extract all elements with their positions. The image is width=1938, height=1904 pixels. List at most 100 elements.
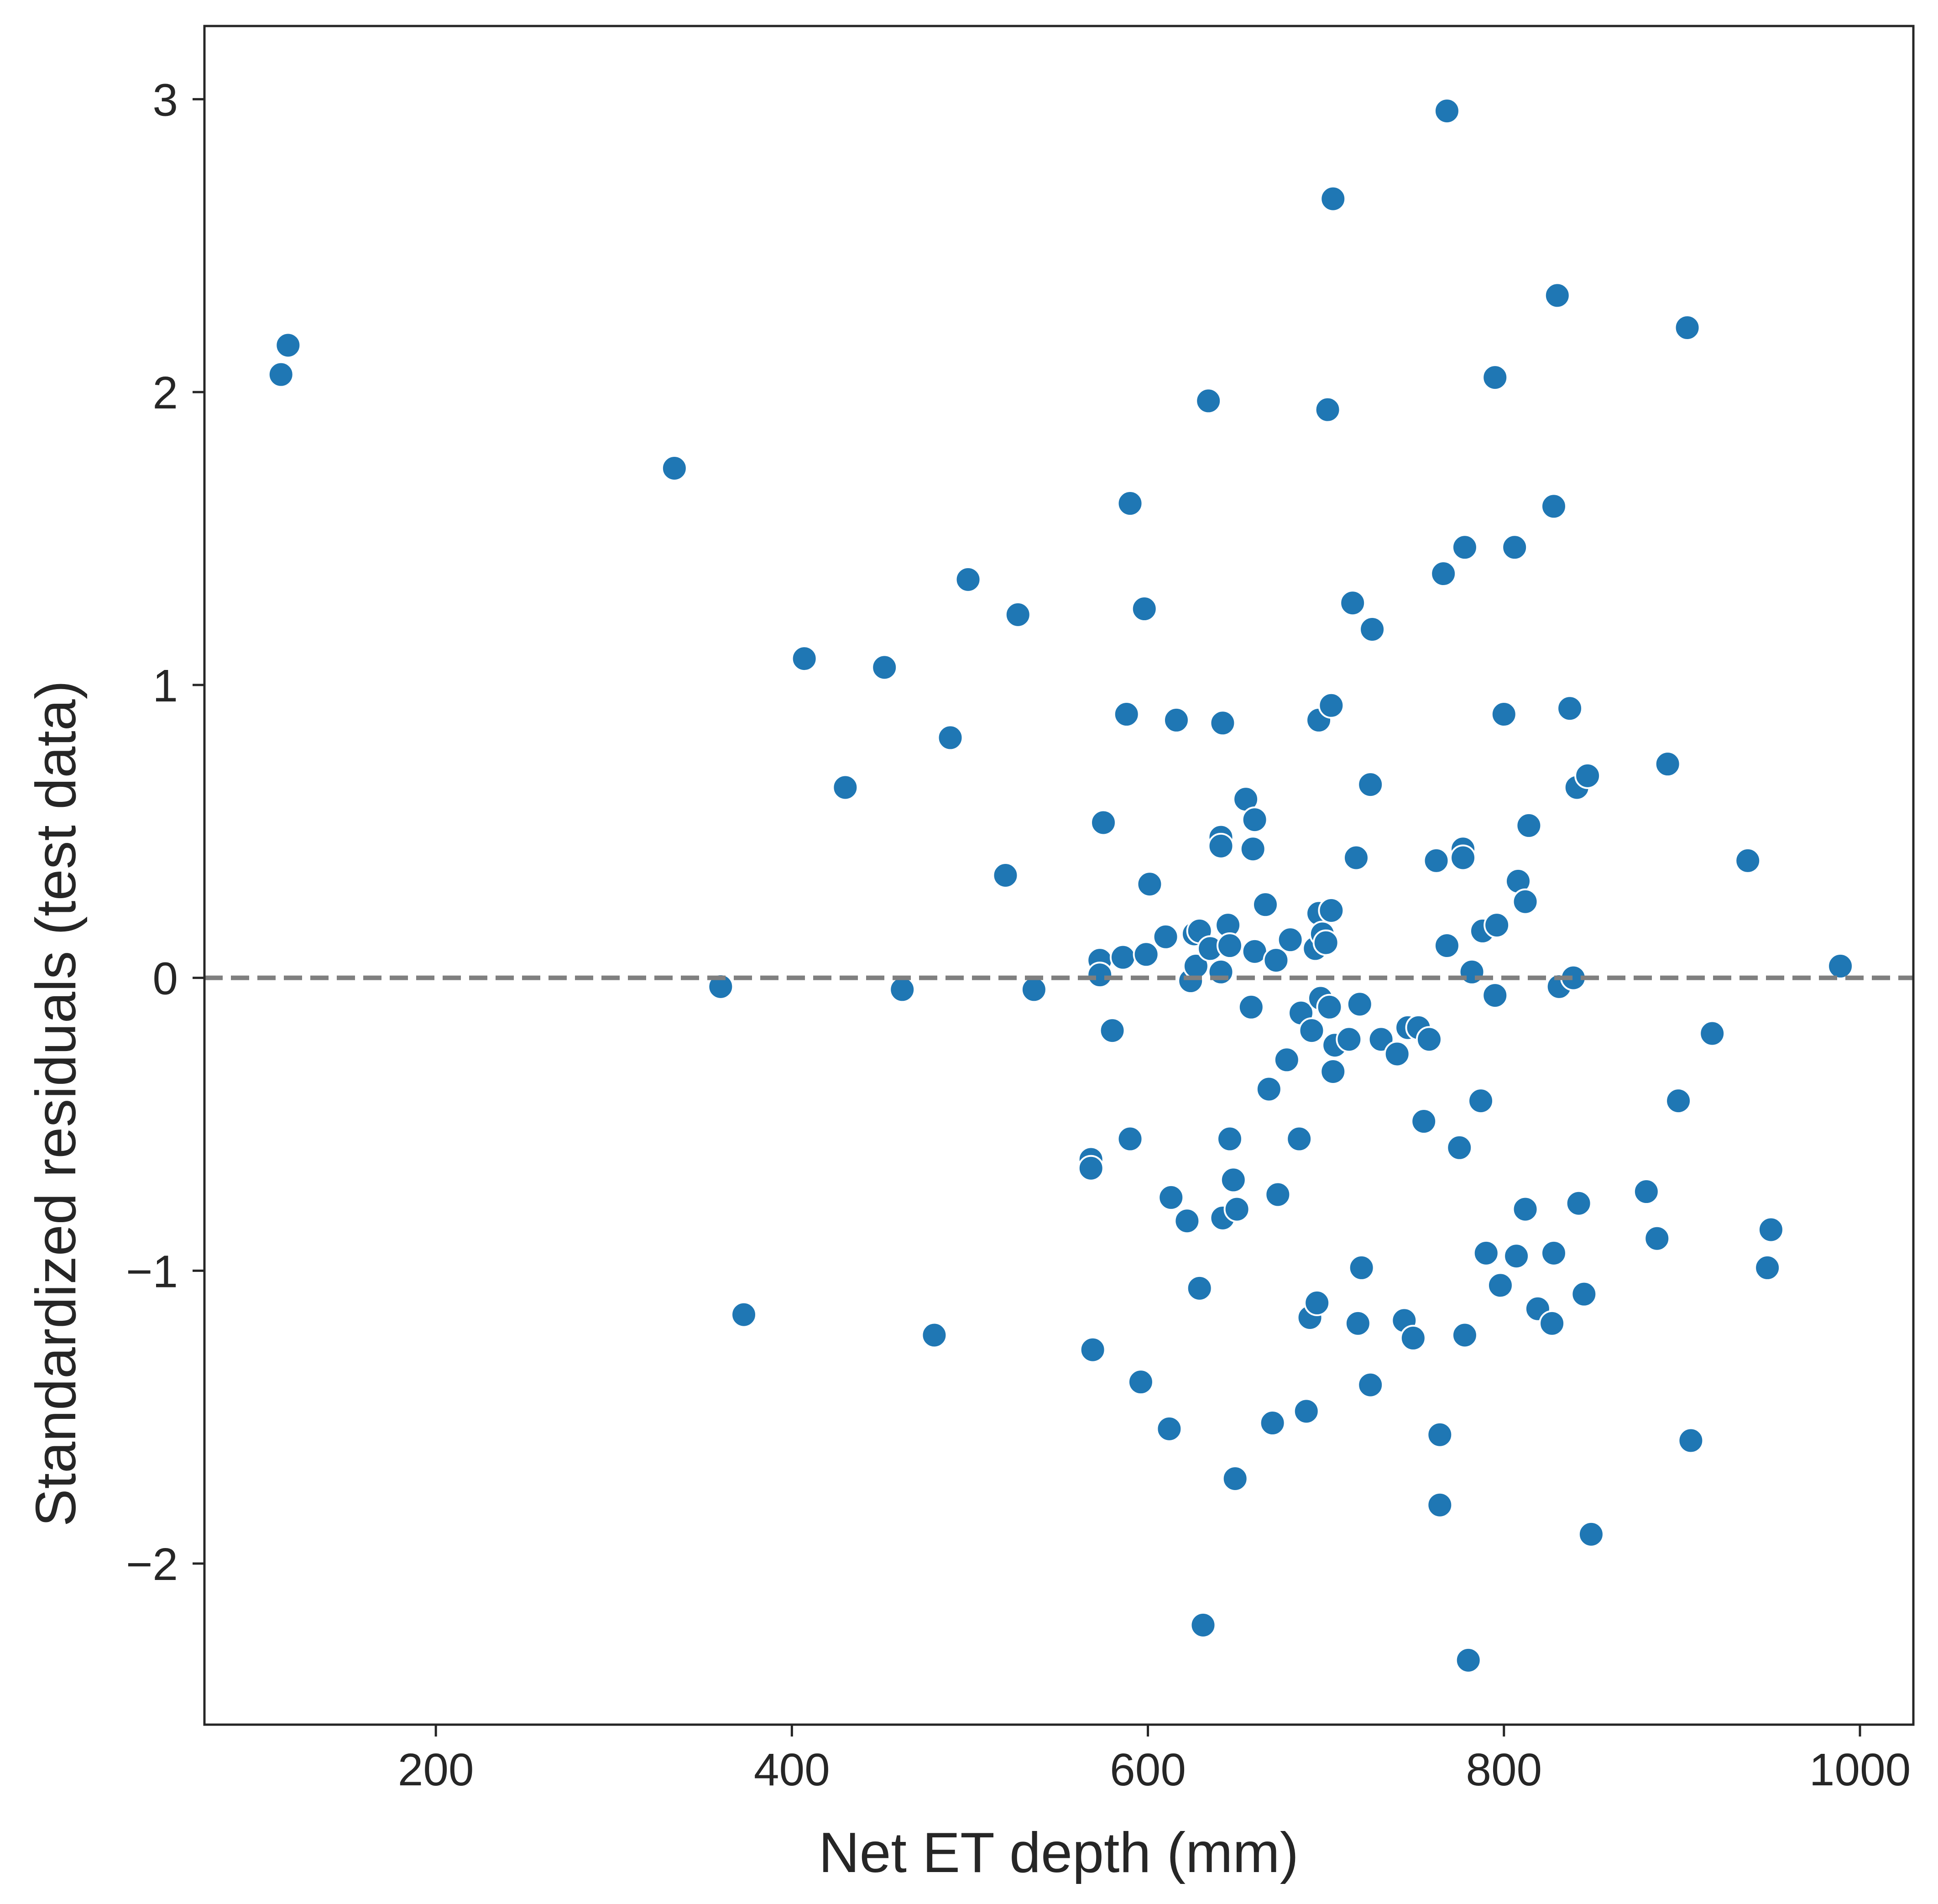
data-point (1503, 1243, 1530, 1270)
data-point (1099, 1017, 1126, 1044)
data-point (1433, 98, 1460, 125)
data-point (1252, 891, 1279, 918)
data-point (1359, 616, 1386, 643)
data-point (921, 1322, 948, 1349)
data-point (1342, 844, 1369, 871)
data-point (1757, 1216, 1784, 1243)
data-point (1207, 832, 1234, 859)
data-point (1426, 1421, 1453, 1448)
data-point (1451, 1322, 1478, 1349)
data-point (707, 973, 734, 1000)
data-point (1473, 1240, 1499, 1266)
data-point (1316, 994, 1343, 1020)
data-point (1339, 590, 1366, 617)
x-tick-label: 600 (1110, 1744, 1186, 1795)
data-point (1277, 926, 1304, 953)
data-point (1357, 1371, 1384, 1398)
data-point (1512, 1196, 1539, 1223)
data-point (1133, 941, 1160, 968)
data-point (1163, 706, 1190, 733)
data-point (992, 862, 1019, 889)
data-point (1346, 991, 1373, 1018)
data-point (1298, 1017, 1325, 1044)
data-point (1286, 1125, 1313, 1152)
data-point (1195, 387, 1222, 414)
x-axis-title: Net ET depth (mm) (819, 1821, 1299, 1884)
plot-frame (203, 25, 1915, 1726)
x-tick-label: 400 (754, 1744, 830, 1795)
data-point (1458, 958, 1485, 985)
y-tick-label: −2 (126, 1539, 178, 1590)
data-point (1217, 932, 1243, 959)
data-point (1557, 695, 1583, 722)
data-point (955, 566, 982, 593)
y-axis-title: Standardized residuals (test data) (25, 680, 88, 1527)
data-point (1158, 1184, 1185, 1211)
data-point (1304, 1289, 1331, 1316)
data-point (1217, 1125, 1243, 1152)
y-axis: −2 −1 0 1 2 3 (126, 74, 204, 1590)
data-point (1433, 932, 1460, 959)
data-point (1136, 871, 1163, 898)
data-point (1665, 1088, 1692, 1114)
data-point (1400, 1324, 1426, 1351)
data-point (1320, 1058, 1347, 1085)
data-point (1223, 1196, 1250, 1223)
points-layer (267, 98, 1854, 1674)
y-tick-label: 1 (152, 660, 178, 711)
y-tick-label: 0 (152, 953, 178, 1004)
data-point (1264, 1181, 1291, 1208)
data-point (1079, 1336, 1106, 1363)
data-point (1734, 847, 1761, 874)
data-point (1565, 1190, 1592, 1217)
data-point (275, 332, 302, 359)
data-point (1293, 1398, 1320, 1425)
data-point (1512, 888, 1539, 915)
data-point (1186, 1275, 1213, 1302)
data-point (1318, 897, 1345, 924)
data-point (1259, 1410, 1286, 1437)
data-point (1754, 1254, 1781, 1281)
x-tick-label: 1000 (1809, 1744, 1911, 1795)
data-point (1515, 812, 1542, 839)
data-point (1109, 944, 1136, 971)
data-point (937, 724, 964, 751)
data-point (791, 645, 818, 672)
data-point (1190, 1611, 1217, 1638)
data-point (1450, 844, 1477, 871)
data-point (1430, 560, 1457, 587)
data-point (1574, 762, 1601, 789)
data-point (1207, 958, 1234, 985)
data-point (1312, 929, 1339, 956)
data-point (1255, 1076, 1282, 1103)
data-point (1482, 982, 1509, 1009)
data-point (871, 654, 898, 681)
data-point (1077, 1155, 1104, 1182)
x-tick-label: 800 (1466, 1744, 1542, 1795)
data-point (1357, 771, 1384, 798)
data-point (1320, 185, 1347, 212)
data-point (1131, 596, 1158, 622)
data-point (1113, 701, 1140, 728)
data-point (1674, 314, 1701, 341)
data-point (1156, 1415, 1183, 1442)
data-point (1423, 847, 1450, 874)
data-point (1127, 1369, 1154, 1396)
data-point (1222, 1465, 1248, 1492)
data-point (1578, 1521, 1604, 1548)
data-point (1484, 912, 1510, 939)
data-point (889, 976, 916, 1003)
data-point (1004, 601, 1031, 628)
data-point (1490, 701, 1517, 728)
data-point (1220, 1166, 1247, 1193)
data-point (1654, 751, 1681, 778)
data-point (1174, 1208, 1201, 1234)
data-point (1344, 1310, 1371, 1337)
data-point (1468, 1088, 1494, 1114)
y-tick-label: −1 (126, 1246, 178, 1297)
data-point (1090, 809, 1117, 836)
data-point (731, 1301, 757, 1328)
data-point (1410, 1108, 1437, 1135)
data-point (1446, 1134, 1473, 1161)
data-point (1571, 1281, 1598, 1308)
